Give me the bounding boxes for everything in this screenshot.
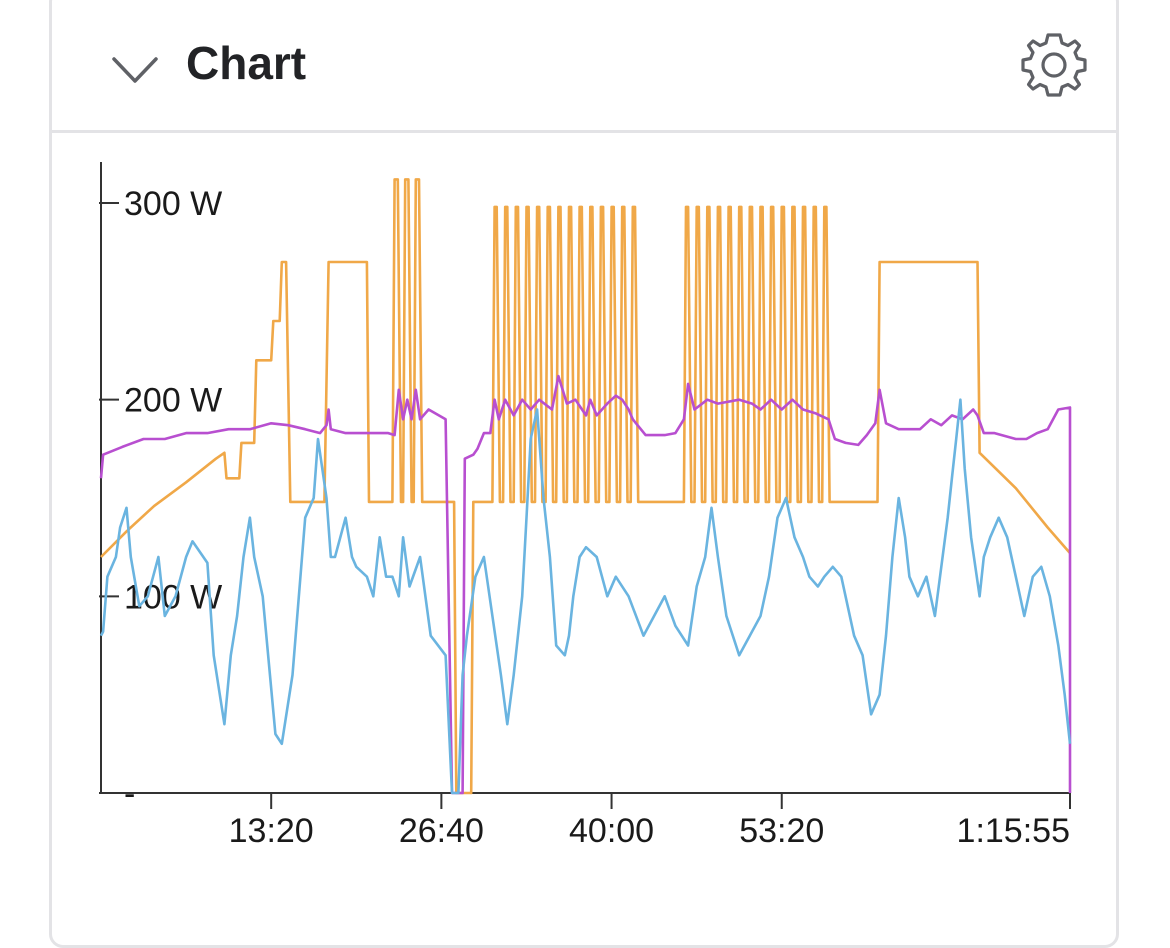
y-tick-label: 200 W — [124, 382, 222, 420]
x-tick-label: 26:40 — [399, 812, 484, 850]
series-line-2 — [99, 398, 1072, 795]
x-tick-label: 40:00 — [569, 812, 654, 850]
card-title: Chart — [186, 37, 307, 89]
x-tick-label: 13:20 — [229, 812, 314, 850]
x-axis: 13:20 26:40 40:00 53:20 1:15:55 — [101, 792, 1071, 850]
x-tick-label: 1:15:55 — [957, 812, 1070, 850]
card-header: Chart — [52, 0, 1116, 133]
y-tick-label: 100 W — [124, 578, 222, 616]
x-tick-label: 53:20 — [739, 812, 824, 850]
series-line-0 — [100, 178, 1071, 795]
gear-icon[interactable] — [1020, 31, 1088, 99]
y-tick-label: 300 W — [124, 185, 222, 223]
chevron-down-icon[interactable] — [110, 49, 160, 89]
series-line-1 — [99, 374, 1072, 795]
series-layer — [99, 178, 1072, 795]
